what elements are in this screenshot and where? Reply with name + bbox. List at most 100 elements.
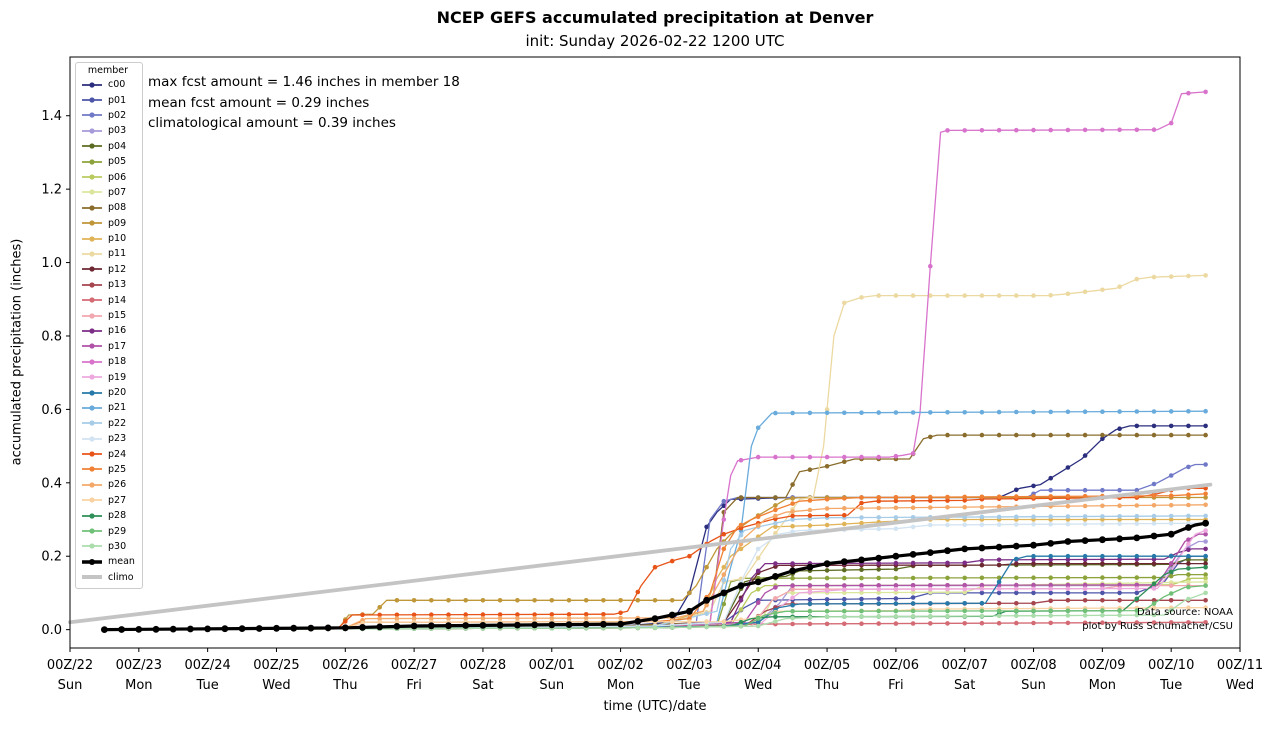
series-marker [910, 583, 916, 588]
series-marker [755, 587, 761, 592]
series-marker [859, 583, 864, 588]
series-marker [618, 610, 623, 616]
series-marker [755, 514, 761, 520]
series-marker [1168, 573, 1174, 579]
legend-swatch-p19 [82, 374, 102, 380]
legend-swatch-p16 [82, 328, 102, 334]
series-marker [1203, 432, 1208, 438]
series-marker [842, 410, 847, 416]
series-marker [1100, 620, 1105, 625]
series-marker [979, 600, 985, 606]
series-marker [1100, 503, 1105, 509]
series-marker [393, 623, 401, 630]
series-marker [755, 523, 761, 528]
series-marker [446, 598, 451, 603]
series-marker [497, 598, 503, 603]
y-tick-label: 0.6 [41, 403, 62, 418]
legend-item-p23: p23 [81, 431, 135, 446]
legend-label: mean [108, 556, 135, 568]
series-marker [928, 613, 933, 619]
series-marker [807, 467, 813, 473]
series-marker [1168, 409, 1174, 414]
series-marker [1014, 613, 1019, 619]
series-marker [755, 616, 761, 621]
legend-swatch-p25 [82, 466, 102, 473]
series-marker [806, 563, 814, 571]
legend-swatch-p20 [82, 389, 102, 396]
series-marker [1203, 590, 1208, 596]
legend-item-p20: p20 [81, 385, 135, 400]
series-marker [1186, 557, 1191, 563]
series-marker [704, 602, 709, 608]
series-marker [1151, 274, 1157, 280]
legend-label: p21 [108, 402, 127, 414]
legend-marker-sample [89, 251, 95, 257]
legend-marker-sample [89, 143, 95, 149]
series-marker [1150, 532, 1158, 540]
series-marker [669, 598, 675, 603]
series-marker [1168, 274, 1174, 279]
series-marker [876, 596, 881, 602]
series-marker [1203, 531, 1208, 537]
series-marker [1203, 583, 1208, 588]
annotation-max-amount: max fcst amount = 1.46 inches in member … [148, 74, 460, 90]
series-marker [1031, 127, 1036, 133]
series-marker [979, 562, 985, 568]
series-marker [859, 567, 864, 572]
series-marker [842, 608, 847, 614]
series-marker [1203, 605, 1208, 610]
series-marker [1031, 586, 1036, 592]
series-marker [892, 552, 900, 560]
legend-item-p08: p08 [81, 200, 135, 215]
series-marker [1048, 494, 1053, 499]
series-marker [1048, 586, 1053, 592]
series-marker [1186, 423, 1191, 429]
series-marker [807, 608, 813, 614]
legend-item-p04: p04 [81, 139, 135, 154]
series-marker [893, 410, 899, 415]
series-marker [738, 598, 744, 603]
series-marker [1203, 423, 1208, 429]
series-marker [1186, 584, 1191, 590]
series-marker [773, 507, 778, 513]
series-marker [807, 513, 813, 518]
legend-label: p19 [108, 371, 127, 383]
legend-swatch-p04 [82, 143, 102, 149]
legend-marker-sample [89, 328, 95, 334]
series-marker [410, 622, 418, 630]
series-marker [790, 482, 795, 487]
series-marker [876, 614, 881, 619]
series-marker [824, 621, 830, 627]
series-marker [1203, 572, 1208, 577]
series-marker [1151, 409, 1157, 414]
series-marker [945, 505, 950, 510]
legend-swatch-p08 [82, 205, 102, 211]
legend-item-p25: p25 [81, 462, 135, 477]
series-marker [1134, 127, 1140, 133]
series-marker [790, 609, 795, 614]
series-marker [773, 495, 778, 500]
legend-swatch-p30 [82, 543, 102, 550]
series-marker [996, 579, 1002, 585]
series-marker [824, 583, 830, 588]
series-marker [1014, 409, 1019, 415]
legend-swatch-p05 [82, 159, 102, 165]
x-tick-label-day: Thu [332, 678, 357, 693]
series-marker [273, 624, 280, 632]
series-marker [1203, 579, 1208, 585]
series-marker [979, 293, 985, 298]
series-marker [1202, 519, 1209, 527]
series-marker [807, 615, 813, 620]
legend-swatch-p29 [82, 528, 102, 534]
series-marker [1065, 503, 1071, 509]
legend-swatch-p06 [82, 174, 102, 180]
legend-label: p08 [108, 202, 127, 214]
series-marker [1100, 557, 1105, 562]
series-marker [1203, 408, 1208, 414]
series-marker [842, 575, 847, 581]
series-marker [962, 494, 967, 500]
series-marker [1065, 409, 1071, 415]
legend-marker-sample [89, 189, 95, 196]
series-marker [910, 575, 916, 581]
series-marker [859, 515, 864, 520]
